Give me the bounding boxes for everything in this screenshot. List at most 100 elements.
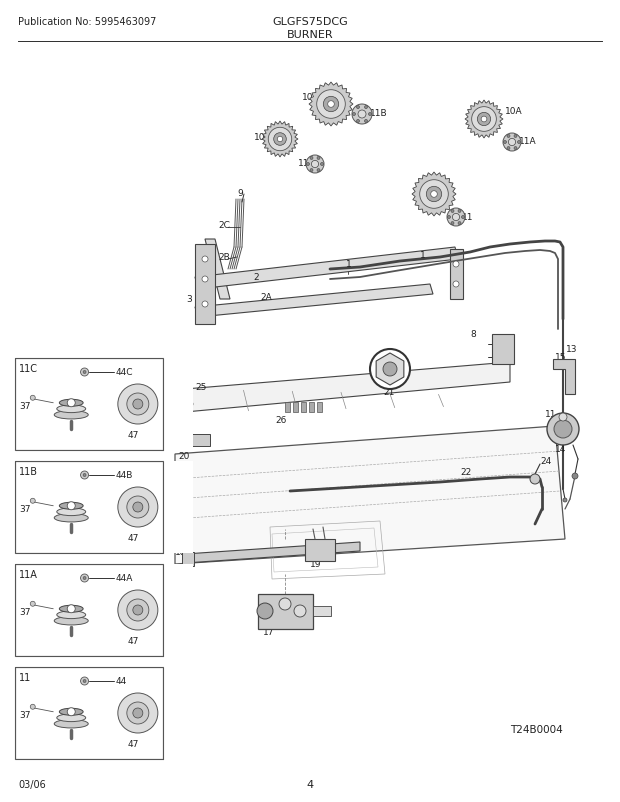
Circle shape xyxy=(383,363,397,376)
Circle shape xyxy=(133,708,143,718)
Text: 26: 26 xyxy=(275,416,286,425)
Text: 44C: 44C xyxy=(116,368,133,377)
Bar xyxy=(0,565,15,656)
Text: 2: 2 xyxy=(253,273,259,282)
Circle shape xyxy=(81,574,89,582)
Circle shape xyxy=(317,91,345,119)
Circle shape xyxy=(563,498,567,502)
Circle shape xyxy=(30,499,35,504)
Text: 11C: 11C xyxy=(298,160,316,168)
Circle shape xyxy=(477,113,490,127)
Text: 11: 11 xyxy=(462,213,474,222)
Bar xyxy=(15,667,163,759)
Polygon shape xyxy=(450,249,463,300)
Bar xyxy=(15,461,163,553)
Text: 2C: 2C xyxy=(218,221,230,229)
Text: 47: 47 xyxy=(127,739,138,748)
Bar xyxy=(182,553,194,566)
Polygon shape xyxy=(465,101,503,139)
Text: 11B: 11B xyxy=(370,108,388,117)
Circle shape xyxy=(481,117,487,123)
Text: 47: 47 xyxy=(127,533,138,542)
Circle shape xyxy=(311,161,319,168)
Ellipse shape xyxy=(54,617,88,626)
Circle shape xyxy=(273,134,286,146)
Text: 47: 47 xyxy=(127,431,138,439)
Bar xyxy=(0,358,15,451)
Bar xyxy=(15,451,163,460)
Circle shape xyxy=(169,437,175,444)
Polygon shape xyxy=(175,427,565,565)
Ellipse shape xyxy=(54,514,88,522)
Circle shape xyxy=(81,472,89,480)
Text: 10: 10 xyxy=(418,184,430,192)
Circle shape xyxy=(310,169,313,172)
Bar xyxy=(15,358,163,451)
Polygon shape xyxy=(195,248,458,290)
Text: 37: 37 xyxy=(19,402,30,411)
Ellipse shape xyxy=(57,405,86,413)
Circle shape xyxy=(202,257,208,263)
Circle shape xyxy=(317,169,320,172)
Circle shape xyxy=(508,140,516,147)
Circle shape xyxy=(81,677,89,685)
Circle shape xyxy=(127,496,149,518)
Circle shape xyxy=(503,141,507,144)
Circle shape xyxy=(572,473,578,480)
Text: 2A: 2A xyxy=(260,294,272,302)
Text: 25: 25 xyxy=(195,383,206,392)
Bar xyxy=(163,565,193,656)
Bar xyxy=(15,657,163,667)
Circle shape xyxy=(306,156,324,174)
Circle shape xyxy=(461,217,464,219)
Text: 11B: 11B xyxy=(19,467,38,476)
Circle shape xyxy=(202,277,208,282)
Bar xyxy=(15,452,163,461)
Circle shape xyxy=(352,105,372,125)
Text: Publication No: 5995463097: Publication No: 5995463097 xyxy=(18,17,156,27)
Polygon shape xyxy=(262,122,298,158)
Text: 44A: 44A xyxy=(116,573,133,583)
Circle shape xyxy=(370,350,410,390)
Ellipse shape xyxy=(60,606,83,613)
Circle shape xyxy=(451,222,454,225)
Circle shape xyxy=(118,693,158,733)
Text: 1: 1 xyxy=(346,260,352,269)
Text: 11C: 11C xyxy=(19,363,38,374)
Circle shape xyxy=(427,187,441,202)
Polygon shape xyxy=(376,354,404,386)
Bar xyxy=(163,358,193,451)
Text: 22: 22 xyxy=(460,468,471,477)
Circle shape xyxy=(277,137,283,143)
Circle shape xyxy=(514,136,517,138)
Text: 20: 20 xyxy=(178,452,189,461)
Bar xyxy=(285,403,290,412)
Text: 17: 17 xyxy=(263,628,275,637)
Polygon shape xyxy=(205,240,230,300)
Bar xyxy=(305,539,335,561)
Circle shape xyxy=(518,141,521,144)
Ellipse shape xyxy=(60,708,83,715)
Bar xyxy=(15,554,163,565)
Bar xyxy=(15,565,163,656)
Circle shape xyxy=(317,157,320,160)
Text: 11: 11 xyxy=(19,672,31,683)
Text: 37: 37 xyxy=(19,711,30,719)
Circle shape xyxy=(514,148,517,150)
Text: 15: 15 xyxy=(555,353,567,362)
Text: 14: 14 xyxy=(555,445,567,454)
Text: T24B0004: T24B0004 xyxy=(510,724,563,734)
Ellipse shape xyxy=(60,399,83,407)
Circle shape xyxy=(30,602,35,606)
Circle shape xyxy=(365,107,368,109)
Bar xyxy=(0,461,15,553)
Polygon shape xyxy=(195,285,433,318)
Circle shape xyxy=(67,399,75,407)
Text: GLGFS75DCG: GLGFS75DCG xyxy=(272,17,348,27)
Circle shape xyxy=(279,598,291,610)
Bar xyxy=(293,403,298,412)
Circle shape xyxy=(365,120,368,124)
Bar xyxy=(313,606,331,616)
Circle shape xyxy=(310,157,313,160)
Bar xyxy=(15,667,163,759)
